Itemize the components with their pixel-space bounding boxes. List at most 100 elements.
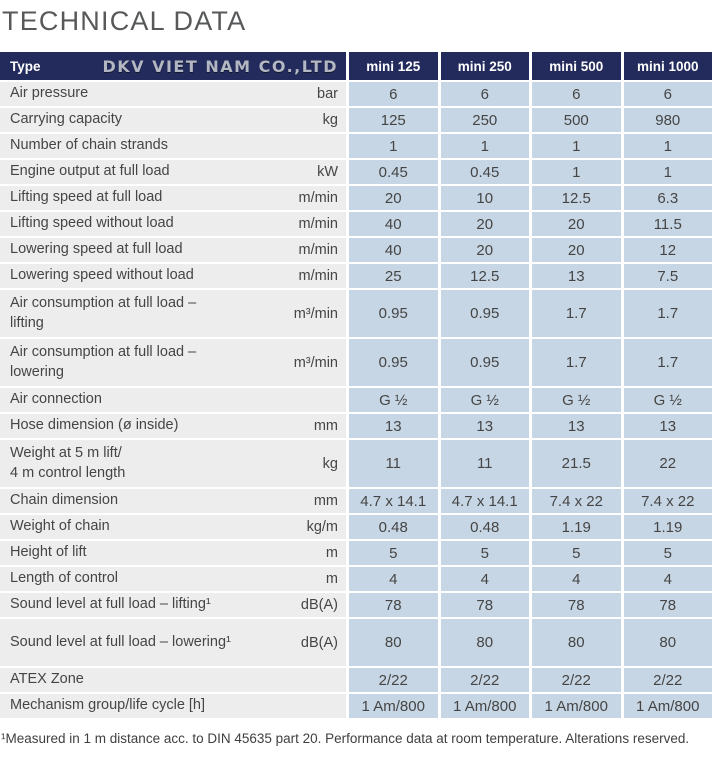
row-value-cell: 5 [532, 541, 621, 565]
row-label-cell: Hose dimension (ø inside) mm [0, 414, 346, 438]
table-row: Weight at 5 m lift/ 4 m control length kg… [0, 440, 712, 487]
row-label-cell: Sound level at full load – lowering¹ dB(A… [0, 619, 346, 666]
row-value-cell: 1.7 [623, 290, 712, 337]
row-value-cell: 13 [349, 414, 438, 438]
row-value-cell: 5 [349, 541, 438, 565]
row-value-cell: 11 [349, 440, 438, 487]
row-value-cell: 0.48 [349, 515, 438, 539]
page-title: TECHNICAL DATA [2, 6, 247, 36]
row-value-cell: 1 [440, 134, 529, 158]
row-label: Sound level at full load – lifting¹ [10, 596, 211, 613]
row-label: Sound level at full load – lowering¹ [10, 633, 231, 650]
table-row: Chain dimension mm 4.7 x 14.1 4.7 x 14.1 7.4… [0, 489, 712, 513]
row-value-cell: 0.45 [349, 160, 438, 184]
row-value-cell: 25 [349, 264, 438, 288]
row-label-cell: Weight at 5 m lift/ 4 m control length kg [0, 440, 346, 487]
row-value-cell: 5 [440, 541, 529, 565]
row-value-cell: 13 [532, 264, 621, 288]
row-label: Air connection [10, 391, 102, 408]
row-value-cell: 1 Am/800 [623, 694, 712, 718]
row-value-cell: 7.4 x 22 [623, 489, 712, 513]
technical-data-table: Type DKV VIET NAM CO.,LTD mini 125 mini … [0, 52, 712, 718]
table-row: Lifting speed without load m/min 40 20 20 11.… [0, 212, 712, 236]
row-value-cell: 40 [349, 212, 438, 236]
table-row: Hose dimension (ø inside) mm 13 13 13 13 [0, 414, 712, 438]
row-value-cell: 1.7 [532, 290, 621, 337]
table-row: Lifting speed at full load m/min 20 10 12.5 6… [0, 186, 712, 210]
row-label: Engine output at full load [10, 163, 170, 180]
row-value-cell: G ½ [440, 388, 529, 412]
table-row: Air pressure bar 6 6 6 6 [0, 82, 712, 106]
column-header-mini-250: mini 250 [440, 52, 529, 80]
row-label: Weight of chain [10, 518, 110, 535]
row-label-cell: Carrying capacity kg [0, 108, 346, 132]
row-label: Air pressure [10, 85, 89, 102]
row-label-cell: Sound level at full load – lifting¹ dB(A) [0, 593, 346, 617]
row-value-cell: 1 [623, 160, 712, 184]
row-value-cell: 13 [440, 414, 529, 438]
row-value-cell: 1 Am/800 [349, 694, 438, 718]
row-value-cell: 80 [623, 619, 712, 666]
row-value-cell: 1.7 [623, 339, 712, 386]
row-value-cell: 1 [349, 134, 438, 158]
row-value-cell: 2/22 [623, 668, 712, 692]
row-value-cell: G ½ [623, 388, 712, 412]
row-label-cell: Lifting speed at full load m/min [0, 186, 346, 210]
table-body: Air pressure bar 6 6 6 6 Carrying capacity kg 12… [0, 82, 712, 718]
row-unit: m³/min [293, 354, 338, 371]
row-value-cell: 21.5 [532, 440, 621, 487]
row-label-cell: Lowering speed without load m/min [0, 264, 346, 288]
row-unit: bar [317, 86, 338, 102]
row-label-cell: Height of lift m [0, 541, 346, 565]
row-value-cell: 6.3 [623, 186, 712, 210]
row-unit: kg [322, 112, 338, 128]
row-value-cell: 980 [623, 108, 712, 132]
table-row: Length of control m 4 4 4 4 [0, 567, 712, 591]
row-label-cell: Air connection [0, 388, 346, 412]
column-header-mini-125: mini 125 [349, 52, 438, 80]
row-value-cell: 1 [623, 134, 712, 158]
column-header-mini-500: mini 500 [532, 52, 621, 80]
row-label: Lowering speed without load [10, 267, 194, 284]
table-row: ATEX Zone 2/22 2/22 2/22 2/22 [0, 668, 712, 692]
table-row: Sound level at full load – lowering¹ dB(A… [0, 619, 712, 666]
row-label-cell: Chain dimension mm [0, 489, 346, 513]
row-value-cell: 2/22 [532, 668, 621, 692]
row-value-cell: 12.5 [532, 186, 621, 210]
footnote: ¹Measured in 1 m distance acc. to DIN 45… [1, 731, 690, 746]
row-value-cell: 1 [532, 134, 621, 158]
row-label-cell: ATEX Zone [0, 668, 346, 692]
row-value-cell: 0.95 [349, 290, 438, 337]
row-value-cell: 11.5 [623, 212, 712, 236]
row-value-cell: 1 [532, 160, 621, 184]
row-value-cell: 1 Am/800 [532, 694, 621, 718]
row-label: Air consumption at full load – lifting [10, 294, 197, 331]
row-value-cell: 4 [532, 567, 621, 591]
row-value-cell: 20 [532, 212, 621, 236]
row-unit: mm [313, 493, 338, 509]
table-row: Height of lift m 5 5 5 5 [0, 541, 712, 565]
row-value-cell: 6 [440, 82, 529, 106]
row-value-cell: 2/22 [349, 668, 438, 692]
type-column-header: Type [10, 58, 41, 74]
row-label-cell: Lowering speed at full load m/min [0, 238, 346, 262]
row-value-cell: 0.45 [440, 160, 529, 184]
row-label: Lifting speed at full load [10, 189, 163, 206]
row-value-cell: 1.19 [532, 515, 621, 539]
row-value-cell: 7.5 [623, 264, 712, 288]
row-value-cell: 2/22 [440, 668, 529, 692]
row-unit: m³/min [293, 305, 338, 322]
row-value-cell: 6 [532, 82, 621, 106]
row-label-cell: Length of control m [0, 567, 346, 591]
row-value-cell: 6 [349, 82, 438, 106]
row-value-cell: 20 [440, 212, 529, 236]
row-value-cell: 7.4 x 22 [532, 489, 621, 513]
table-row: Air consumption at full load – lowering m… [0, 339, 712, 386]
brand-logo-text: DKV VIET NAM CO.,LTD [102, 56, 338, 76]
row-label-cell: Number of chain strands [0, 134, 346, 158]
row-label: Length of control [10, 570, 119, 587]
row-unit: m/min [298, 190, 338, 206]
row-unit: m/min [298, 268, 338, 284]
row-value-cell: 10 [440, 186, 529, 210]
